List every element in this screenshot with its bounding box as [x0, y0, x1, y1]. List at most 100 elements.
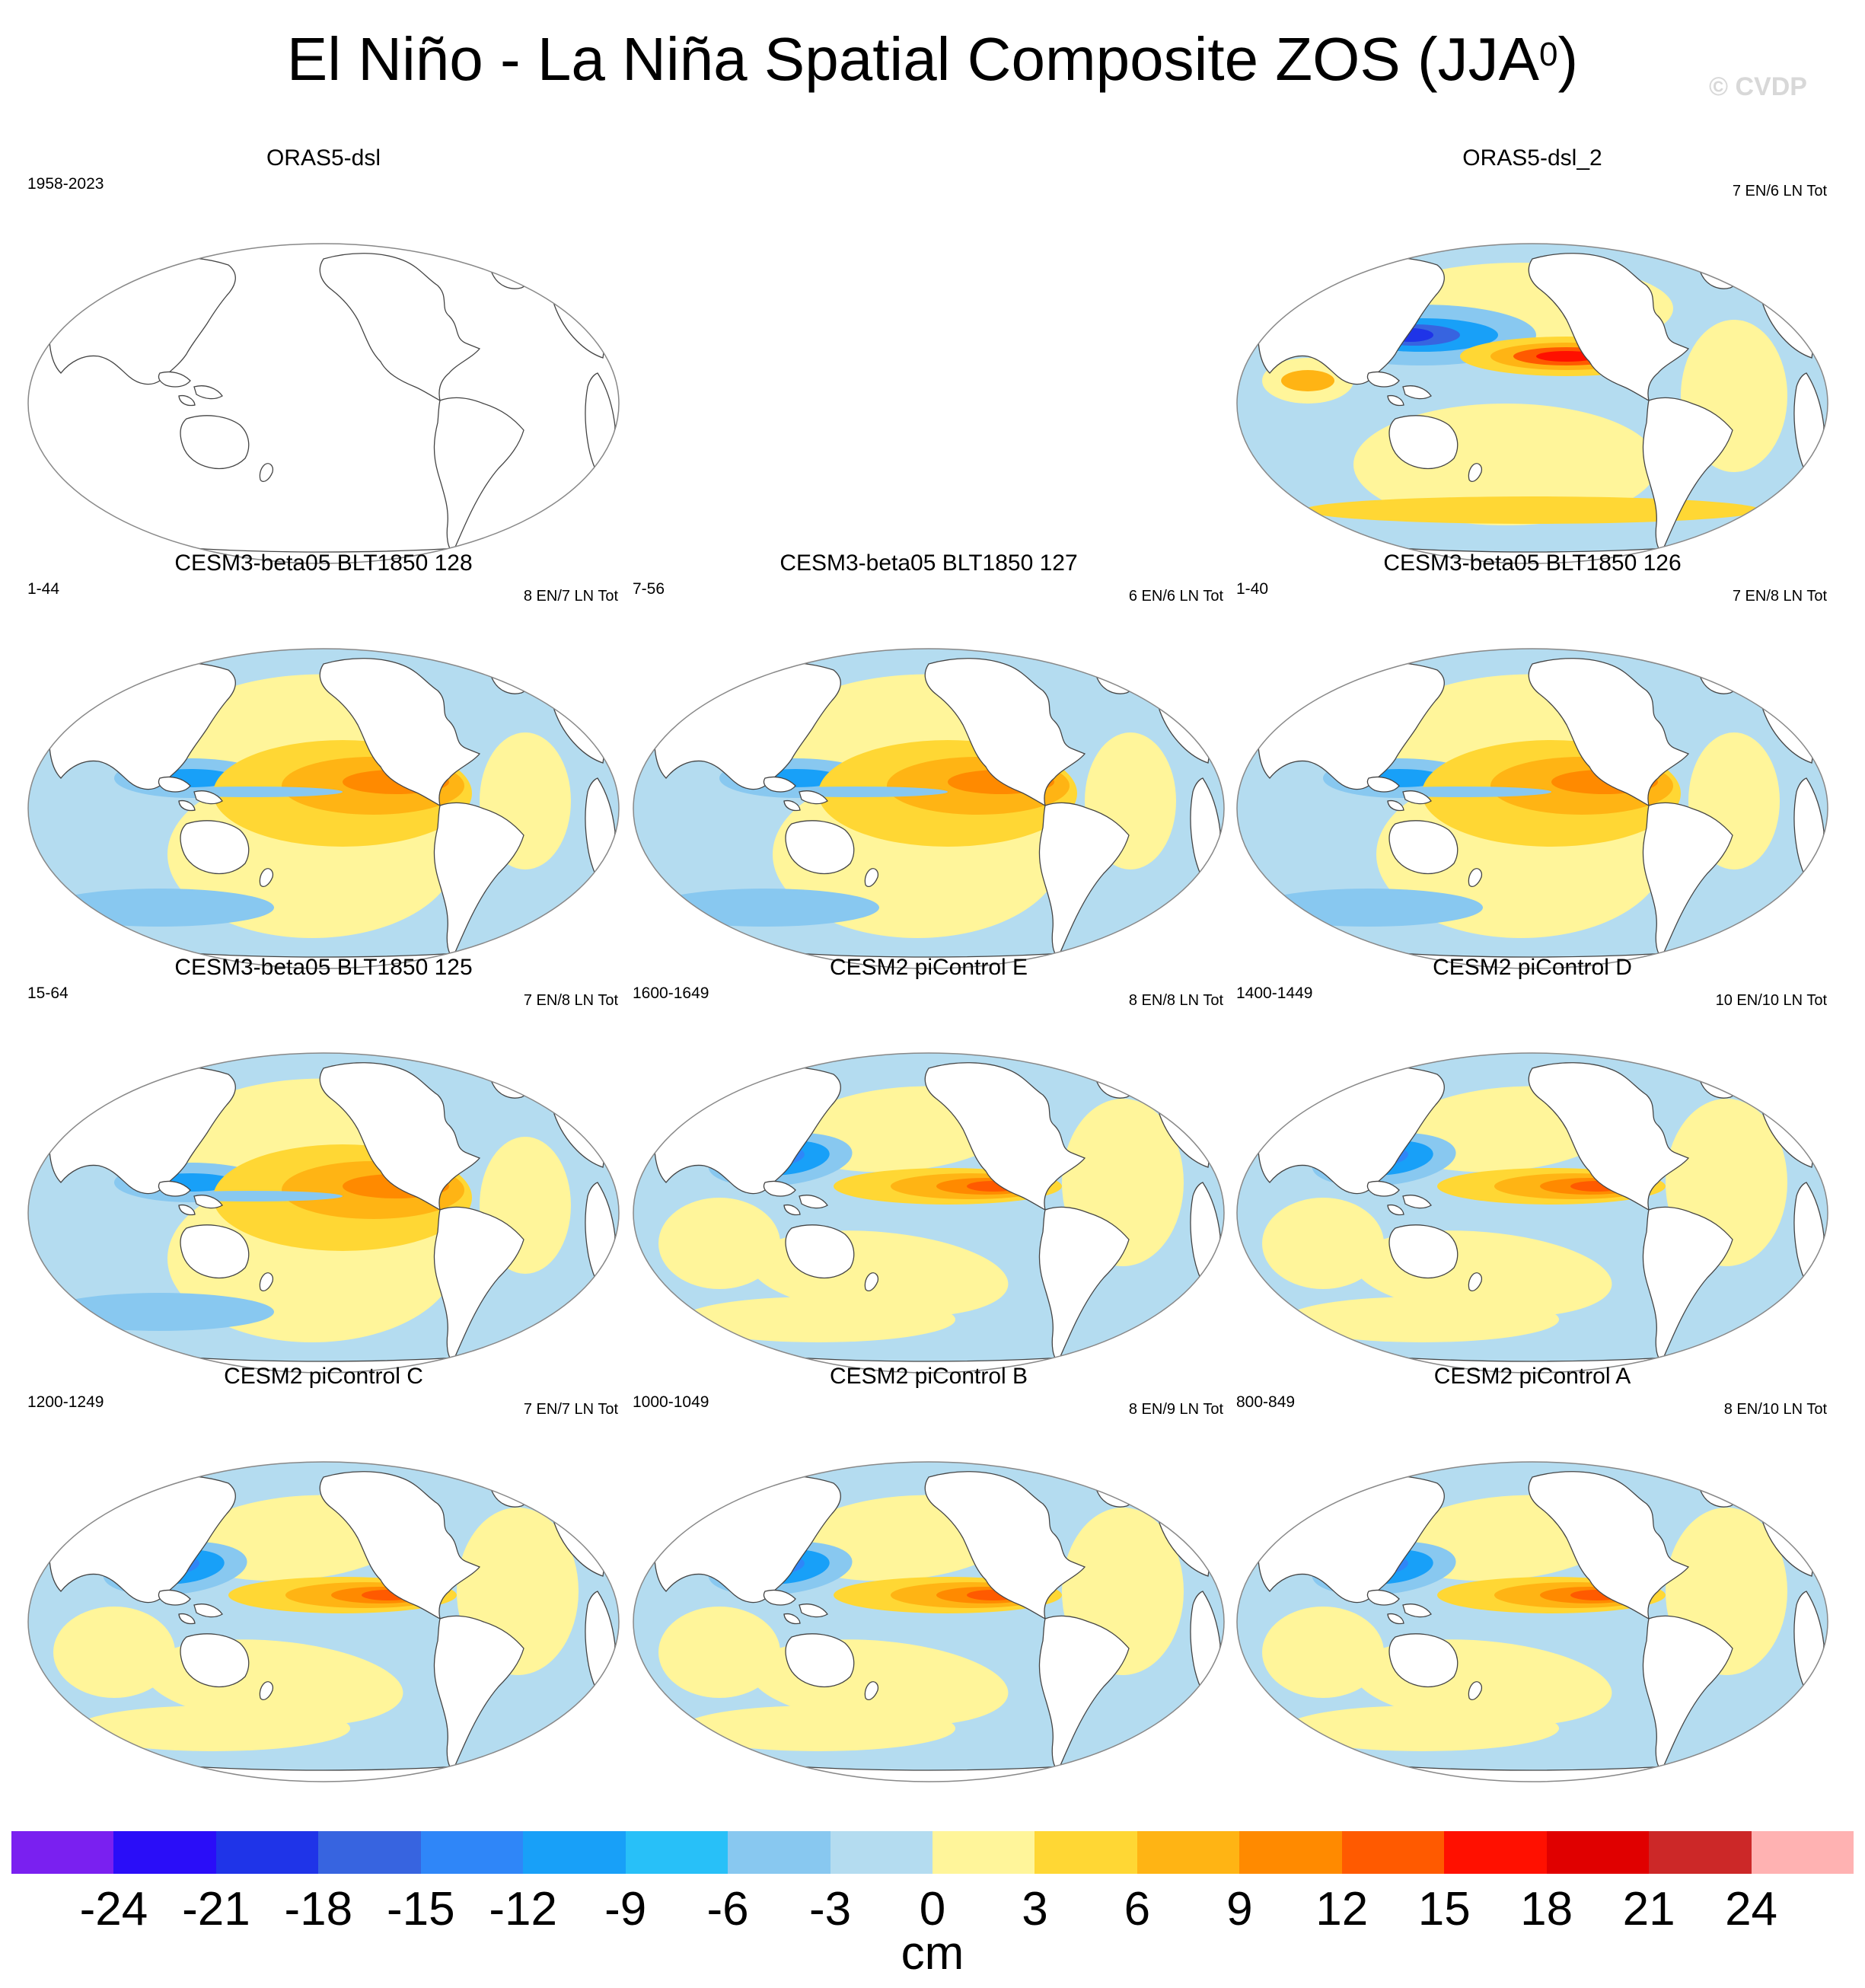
land-south-america — [433, 1206, 524, 1362]
land-new-zealand — [259, 1272, 274, 1292]
land-north-america — [319, 1471, 481, 1620]
land-north-america — [1528, 1471, 1690, 1620]
panel-years: 7-56 — [633, 580, 665, 598]
anom-southern-band — [1304, 496, 1761, 524]
land-new-zealand — [864, 868, 879, 888]
map-border — [633, 1461, 1225, 1782]
map-svg — [1236, 1052, 1828, 1374]
land-north-america — [924, 1471, 1086, 1620]
panel-title: CESM3-beta05 BLT1850 126 — [1383, 550, 1682, 576]
land-maritime-continent — [1366, 371, 1432, 407]
colorbar-tick-label: 21 — [1622, 1883, 1675, 1935]
panel-title: CESM3-beta05 BLT1850 127 — [779, 550, 1078, 576]
land-australia — [785, 1224, 855, 1279]
panel-counts: 7 EN/8 LN Tot — [1732, 588, 1827, 605]
panel-counts: 8 EN/7 LN Tot — [523, 588, 618, 605]
colorbar-tick-label: -15 — [386, 1883, 455, 1935]
land-australia — [785, 820, 855, 875]
anom-indian — [53, 1607, 175, 1698]
panel-years: 15-64 — [27, 984, 69, 1002]
map-panel: ORAS5-dsl_2 7 EN/6 LN Tot — [1232, 145, 1833, 564]
land-maritime-continent — [1366, 1180, 1432, 1216]
land-south-america — [1038, 802, 1130, 958]
colorbar-swatch — [11, 1831, 114, 1874]
anom-southern-cool — [46, 1293, 274, 1331]
map-border — [1236, 1461, 1828, 1782]
map-field — [1237, 244, 1828, 563]
land-maritime-continent — [158, 1180, 223, 1216]
colorbar-tick-label: 6 — [1124, 1883, 1151, 1935]
colorbar-swatch — [113, 1831, 217, 1874]
map-border — [633, 1052, 1225, 1374]
map-border — [1236, 648, 1828, 969]
map-field — [28, 649, 619, 968]
panel-title: CESM2 piControl D — [1433, 955, 1632, 980]
anom-southern — [1285, 1706, 1559, 1751]
land-greenland — [486, 247, 542, 289]
colorbar-swatch — [830, 1831, 933, 1874]
panel-title: CESM2 piControl E — [829, 955, 1028, 980]
colorbar-swatch — [1341, 1831, 1445, 1874]
land-north-america — [319, 253, 481, 402]
land-north-america — [1528, 1062, 1690, 1211]
map-border — [27, 648, 620, 969]
watermark: © CVDP — [1709, 72, 1807, 101]
land-south-america — [1642, 802, 1733, 958]
colorbar — [11, 1831, 1854, 1874]
colorbar-tick-label: 12 — [1315, 1883, 1369, 1935]
colorbar-swatch — [420, 1831, 524, 1874]
panel-years: 1000-1049 — [633, 1393, 709, 1411]
colorbar-swatch — [1751, 1831, 1854, 1874]
land-new-zealand — [864, 1272, 879, 1292]
land-north-america — [924, 1062, 1086, 1211]
colorbar-tick-label: -12 — [489, 1883, 558, 1935]
land-new-zealand — [864, 1681, 879, 1701]
colorbar-tick-label: 3 — [1022, 1883, 1048, 1935]
anom-indian — [658, 1198, 780, 1289]
panel-years: 1600-1649 — [633, 984, 709, 1002]
land-australia — [180, 1633, 250, 1688]
map-border — [27, 1052, 620, 1374]
map-panel: CESM2 piControl A 800-849 8 EN/10 LN Tot — [1232, 1363, 1833, 1782]
anom-indian — [1262, 1607, 1384, 1698]
land-maritime-continent — [158, 1589, 223, 1625]
land-maritime-continent — [1366, 776, 1432, 812]
map-panel: CESM2 piControl D 1400-1449 10 EN/10 LN To… — [1232, 954, 1833, 1374]
map-field — [633, 1462, 1224, 1782]
land-south-america — [1038, 1615, 1130, 1771]
land-australia — [1388, 415, 1459, 470]
colorbar-tick-label: 0 — [919, 1883, 946, 1935]
map-field — [28, 1053, 619, 1373]
colorbar-swatch — [728, 1831, 831, 1874]
map-svg — [633, 1461, 1225, 1782]
colorbar-tick-label: -9 — [604, 1883, 647, 1935]
colorbar-unit: cm — [901, 1927, 964, 1980]
land-australia — [180, 1224, 250, 1279]
land-new-zealand — [259, 868, 274, 888]
land-asia — [49, 257, 236, 385]
land-north-america — [924, 658, 1086, 807]
land-maritime-continent — [763, 1180, 828, 1216]
map-border — [27, 243, 620, 564]
land-north-america — [319, 1062, 481, 1211]
colorbar-tick-label: -24 — [79, 1883, 148, 1935]
colorbar-tick-label: 9 — [1226, 1883, 1253, 1935]
map-border — [1236, 1052, 1828, 1374]
panel-counts: 7 EN/7 LN Tot — [523, 1401, 618, 1418]
land-south-america — [1642, 1615, 1733, 1771]
panel-title: CESM3-beta05 BLT1850 128 — [174, 550, 473, 576]
colorbar-swatch — [318, 1831, 422, 1874]
anom-southern-cool — [46, 889, 274, 927]
land-south-america — [433, 802, 524, 958]
map-svg — [1236, 1461, 1828, 1782]
panel-counts: 7 EN/6 LN Tot — [1732, 183, 1827, 199]
figure-title: El Niño - La Niña Spatial Composite ZOS … — [286, 25, 1579, 93]
land-maritime-continent — [1366, 1589, 1432, 1625]
map-panel: CESM3-beta05 BLT1850 127 7-56 6 EN/6 LN To… — [628, 550, 1229, 969]
land-africa — [585, 372, 616, 481]
colorbar-tick-label: 18 — [1520, 1883, 1573, 1935]
map-panel: CESM2 piControl C 1200-1249 7 EN/7 LN Tot — [23, 1363, 624, 1782]
anom-indian-warm — [1281, 370, 1334, 391]
panel-counts: 6 EN/6 LN Tot — [1128, 588, 1223, 605]
colorbar-swatch — [1137, 1831, 1240, 1874]
